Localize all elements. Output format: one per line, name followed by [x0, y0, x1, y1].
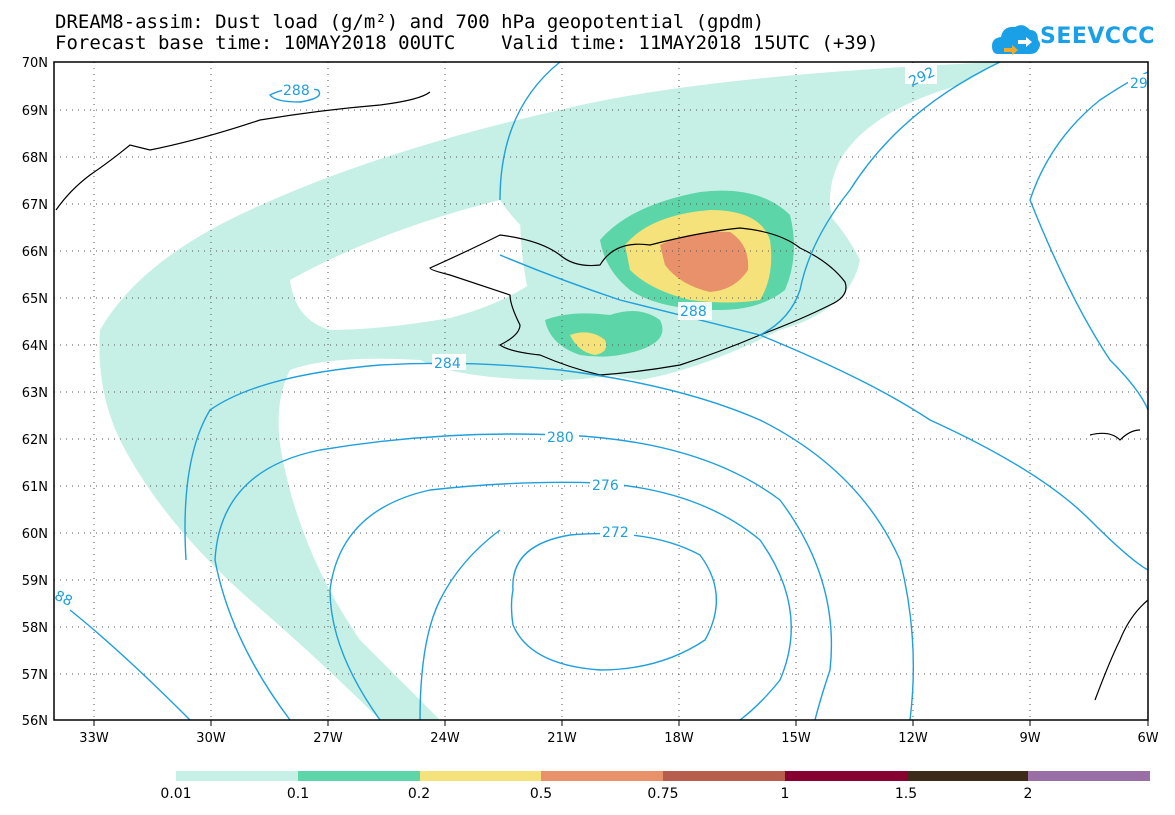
dust-band-west — [99, 62, 1000, 720]
colorbar-swatch — [176, 771, 298, 781]
lon-label: 15W — [781, 731, 811, 746]
lon-label: 12W — [898, 731, 928, 746]
contour-272 — [510, 532, 717, 671]
lon-label: 9W — [1019, 731, 1040, 746]
colorbar-swatch — [906, 771, 1029, 781]
colorbar-swatch — [784, 771, 907, 781]
contour-276 — [329, 481, 792, 721]
colorbar-label: 0.5 — [529, 786, 553, 802]
lat-label: 64N — [22, 339, 48, 354]
lat-label: 61N — [22, 480, 48, 495]
colorbar-swatch — [663, 771, 785, 781]
longitude-labels: 33W 30W 27W 24W 21W 18W 15W 12W 9W 6W — [79, 731, 1158, 746]
contour-label: 288 — [680, 304, 707, 320]
lat-label: 56N — [22, 714, 48, 729]
dust-level-0.1-west — [545, 311, 663, 357]
colorbar-label: 0.2 — [407, 786, 431, 802]
dust-level-0.5 — [660, 231, 749, 292]
lat-label: 58N — [22, 621, 48, 636]
logo-text: SEEVCCC — [1040, 24, 1155, 49]
contour-292 — [499, 61, 1001, 336]
contour-label: 272 — [602, 525, 629, 541]
coastlines — [55, 91, 1149, 701]
geopotential-contours — [69, 61, 1149, 721]
axis-ticks — [93, 720, 1149, 726]
colorbar-label: 1 — [780, 786, 790, 802]
lat-label: 62N — [22, 433, 48, 448]
contour-288-main — [499, 61, 1149, 571]
faroe-coast — [1089, 429, 1141, 441]
lon-label: 27W — [313, 731, 343, 746]
colorbar-label: 2 — [1023, 786, 1033, 802]
lon-label: 24W — [430, 731, 460, 746]
lat-label: 65N — [22, 292, 48, 307]
latitude-labels: 70N 69N 68N 67N 66N 65N 64N 63N 62N 61N … — [22, 56, 48, 729]
contour-288-east — [1029, 199, 1149, 411]
lat-label: 63N — [22, 386, 48, 401]
lon-label: 21W — [547, 731, 577, 746]
colorbar-swatch — [541, 771, 663, 781]
colorbar-label: 0.1 — [286, 786, 310, 802]
contour-label: 288 — [283, 83, 310, 99]
contour-label: 88 — [52, 588, 75, 610]
scotland-coast — [1094, 599, 1149, 701]
lon-label: 30W — [196, 731, 226, 746]
lon-label: 33W — [79, 731, 109, 746]
contour-276-inner — [419, 529, 501, 721]
dust-level-0.2-west — [570, 332, 607, 355]
colorbar-swatch — [297, 771, 420, 781]
contour-labels: 288 292 29 288 284 280 276 272 88 — [52, 64, 1150, 610]
greenland-coast — [55, 91, 431, 211]
colorbar — [176, 771, 1150, 781]
lon-label: 6W — [1137, 731, 1158, 746]
contour-label: 284 — [434, 356, 461, 372]
map-frame — [53, 61, 1149, 721]
contour-label: 276 — [592, 478, 619, 494]
lat-label: 57N — [22, 668, 48, 683]
contour-280 — [214, 433, 833, 721]
map-title-line-1: DREAM8-assim: Dust load (g/m²) and 700 h… — [55, 11, 765, 33]
contour-284 — [69, 362, 915, 721]
cloud-icon — [992, 25, 1040, 55]
lat-label: 60N — [22, 527, 48, 542]
contour-label: 29 — [1130, 76, 1148, 92]
colorbar-swatch — [1028, 771, 1150, 781]
colorbar-swatch — [419, 771, 542, 781]
contour-label: 280 — [547, 430, 574, 446]
colorbar-label: 1.5 — [894, 786, 918, 802]
lat-label: 70N — [22, 56, 48, 71]
lat-label: 68N — [22, 151, 48, 166]
lat-label: 67N — [22, 198, 48, 213]
lat-label: 69N — [22, 104, 48, 119]
lat-label: 66N — [22, 245, 48, 260]
iceland-coast — [429, 227, 847, 376]
colorbar-label: 0.75 — [647, 786, 679, 802]
lat-label: 59N — [22, 574, 48, 589]
lon-label: 18W — [664, 731, 694, 746]
colorbar-label: 0.01 — [160, 786, 192, 802]
map-title-line-2: Forecast base time: 10MAY2018 00UTC Vali… — [55, 32, 879, 54]
